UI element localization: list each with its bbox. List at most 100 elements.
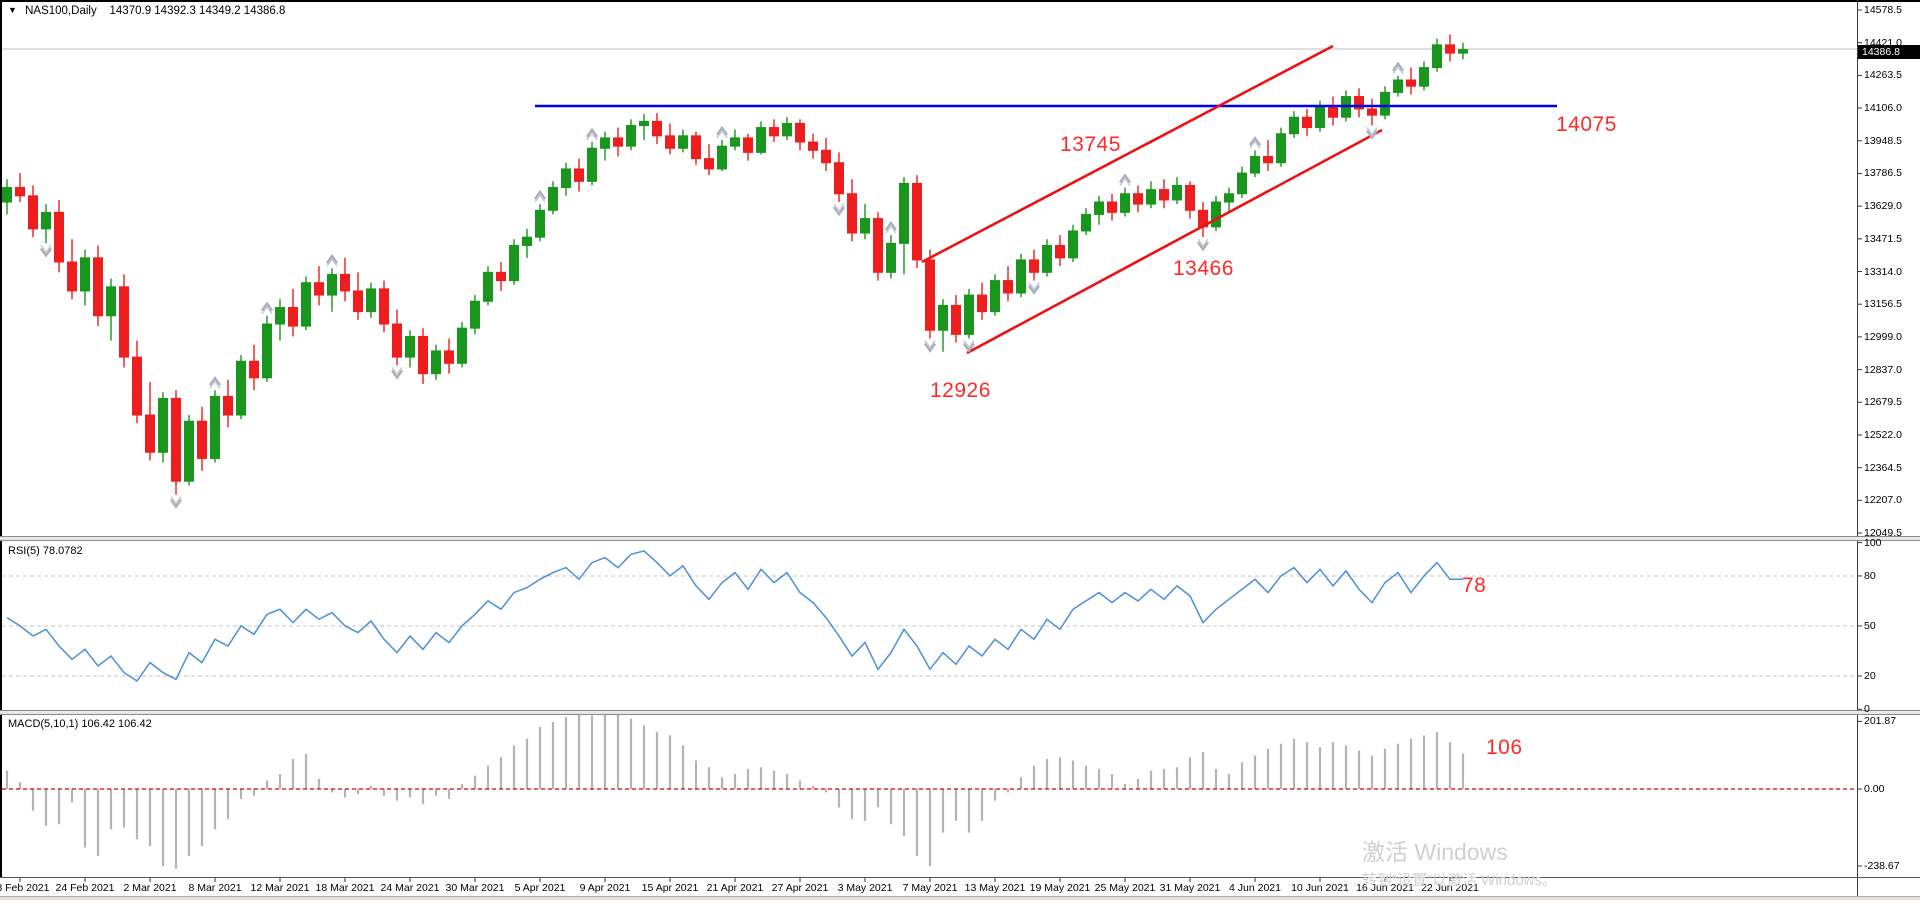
candle-body bbox=[743, 137, 753, 153]
fractal-up-arrow-icon bbox=[586, 131, 598, 141]
panel-separator-macd[interactable] bbox=[0, 710, 1920, 715]
candle-body bbox=[1003, 280, 1013, 294]
date-axis-label: 30 Mar 2021 bbox=[445, 882, 505, 894]
fractal-up-arrow-icon bbox=[260, 301, 274, 312]
date-axis-label: 31 May 2021 bbox=[1159, 882, 1221, 894]
windows-activation-watermark-sub: 转到“设置”以激活 Windows。 bbox=[1362, 872, 1558, 889]
date-axis-label: 8 Mar 2021 bbox=[188, 882, 242, 894]
fractal-up-arrow-icon bbox=[533, 189, 547, 200]
candle-body bbox=[2, 187, 12, 203]
fractal-down-arrow-icon bbox=[391, 366, 403, 376]
date-axis-label: 24 Mar 2021 bbox=[380, 882, 440, 894]
candle-body bbox=[626, 124, 636, 147]
candle-body bbox=[1445, 44, 1455, 54]
fractal-down-arrow-icon bbox=[1196, 241, 1210, 252]
date-axis-label: 9 Apr 2021 bbox=[579, 882, 631, 894]
price-axis-label: 12049.5 bbox=[1864, 527, 1902, 540]
candle-body bbox=[886, 242, 896, 273]
candle-body bbox=[132, 356, 142, 416]
fractal-up-arrow-icon bbox=[326, 257, 338, 267]
candle-body bbox=[834, 162, 844, 195]
date-axis-label: 10 Jun 2021 bbox=[1291, 882, 1349, 894]
fractal-down-arrow-icon bbox=[390, 369, 404, 380]
date-axis-label: 18 Mar 2021 bbox=[315, 882, 375, 894]
date-axis-label: 13 May 2021 bbox=[964, 882, 1026, 894]
candle-body bbox=[106, 286, 116, 317]
candle-body bbox=[236, 360, 246, 416]
macd-axis-label: 0.00 bbox=[1864, 783, 1885, 795]
date-axis-label: 18 Feb 2021 bbox=[0, 882, 50, 894]
candle-body bbox=[1107, 201, 1117, 213]
symbol-dropdown-icon[interactable]: ▼ bbox=[8, 5, 17, 15]
candle-body bbox=[1393, 79, 1403, 93]
candle-body bbox=[1328, 106, 1338, 118]
candle-body bbox=[80, 257, 90, 292]
candle-body bbox=[1237, 172, 1247, 195]
price-axis-label: 13948.5 bbox=[1864, 134, 1902, 147]
price-axis-label: 14578.5 bbox=[1864, 4, 1902, 16]
candle-body bbox=[15, 187, 25, 197]
price-axis-label: 12679.5 bbox=[1864, 396, 1902, 409]
candle-body bbox=[912, 182, 922, 261]
price-axis-label: 12999.0 bbox=[1864, 330, 1902, 343]
date-axis-label: 25 May 2021 bbox=[1094, 882, 1156, 894]
candle-body bbox=[1081, 213, 1091, 232]
candle-body bbox=[847, 193, 857, 234]
price-axis-label: 12364.5 bbox=[1864, 461, 1902, 474]
chart-title: ▼ NAS100,Daily 14370.9 14392.3 14349.2 1… bbox=[8, 5, 285, 17]
candle-body bbox=[613, 137, 623, 147]
candle-body bbox=[288, 306, 298, 327]
panel-separator-rsi[interactable] bbox=[0, 536, 1920, 541]
fractal-up-arrow-icon bbox=[885, 224, 897, 234]
candle-body bbox=[1016, 259, 1026, 294]
candle-body bbox=[795, 122, 805, 143]
candle-body bbox=[1172, 184, 1182, 201]
candle-body bbox=[54, 211, 64, 263]
candle-body bbox=[652, 120, 662, 137]
current-price-tag: 14386.8 bbox=[1858, 45, 1920, 59]
candle-body bbox=[1042, 244, 1052, 273]
candle-body bbox=[899, 182, 909, 244]
symbol-period-label: NAS100,Daily bbox=[25, 5, 97, 17]
candle-body bbox=[184, 420, 194, 482]
date-axis-label: 5 Apr 2021 bbox=[514, 882, 566, 894]
candle-body bbox=[1419, 67, 1429, 87]
candle-body bbox=[509, 244, 519, 282]
candle-body bbox=[535, 209, 545, 238]
fractal-up-arrow-icon bbox=[209, 379, 221, 389]
date-axis-label: 27 Apr 2021 bbox=[771, 882, 829, 894]
trend-channel-line bbox=[966, 128, 1383, 355]
candle-body bbox=[392, 323, 402, 358]
candle-body bbox=[262, 323, 272, 379]
price-annotation: 14075 bbox=[1556, 113, 1617, 136]
date-axis-label: 2 Mar 2021 bbox=[123, 882, 177, 894]
candle-body bbox=[821, 149, 831, 164]
price-axis-label: 12207.0 bbox=[1864, 494, 1902, 507]
fractal-down-arrow-icon bbox=[923, 342, 937, 353]
candle-body bbox=[873, 218, 883, 273]
candle-body bbox=[379, 288, 389, 325]
fractal-up-arrow-icon bbox=[715, 125, 729, 136]
candle-body bbox=[1211, 201, 1221, 228]
candle-body bbox=[977, 294, 987, 313]
macd-axis-label: 201.87 bbox=[1864, 715, 1897, 728]
fractal-down-arrow-icon bbox=[924, 340, 936, 349]
fractal-down-arrow-icon bbox=[170, 496, 182, 506]
candle-body bbox=[600, 137, 610, 149]
candle-body bbox=[496, 271, 506, 282]
candle-body bbox=[223, 395, 233, 416]
candle-body bbox=[769, 127, 779, 137]
candle-body bbox=[938, 304, 948, 331]
rsi-annotation: 78 bbox=[1462, 574, 1487, 597]
candle-body bbox=[28, 195, 38, 230]
rsi-axis-label: 0 bbox=[1864, 703, 1870, 716]
candle-body bbox=[158, 397, 168, 453]
candle-body bbox=[145, 414, 155, 453]
price-axis-label: 13314.0 bbox=[1864, 265, 1902, 278]
candle-body bbox=[1146, 189, 1156, 205]
candle-body bbox=[1263, 156, 1273, 164]
candle-body bbox=[93, 257, 103, 317]
fractal-up-arrow-icon bbox=[716, 129, 728, 139]
candle-body bbox=[1133, 193, 1143, 205]
